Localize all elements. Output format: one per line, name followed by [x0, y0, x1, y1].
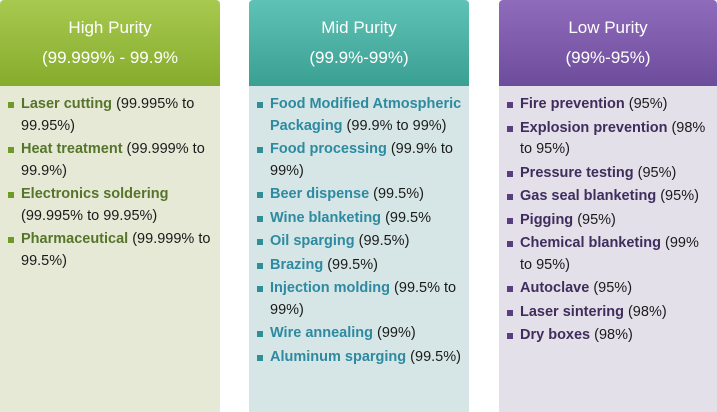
list-item: Pharmaceutical (99.999% to 99.5%): [7, 229, 214, 272]
purity-value: (99.9% to 99%): [270, 141, 453, 179]
purity-value: (95%): [573, 211, 616, 228]
purity-value: (98%): [590, 327, 633, 343]
application-name: Explosion prevention: [520, 119, 668, 136]
mid-purity-column: Mid Purity (99.9%-99%) Food Modified Atm…: [249, 0, 469, 412]
purity-value: (99.5% to 99%): [270, 280, 457, 318]
application-name: Injection molding: [270, 280, 391, 296]
column-range: (99.999% - 99.9%: [41, 48, 179, 67]
purity-value: (95%): [589, 280, 633, 296]
list-item: Pigging (95%): [506, 210, 711, 232]
list-item: Dry boxes (98%): [506, 325, 711, 347]
purity-value: (99.995% to 99.95%): [21, 96, 195, 134]
column-title: High Purity: [68, 18, 152, 37]
purity-value: (99.5%): [406, 348, 461, 365]
application-name: Pressure testing: [520, 164, 634, 181]
application-name: Autoclave: [520, 280, 590, 296]
list-item: Food processing (99.9% to 99%): [256, 139, 463, 182]
purity-value: (98%): [623, 303, 667, 320]
purity-value: (95%): [624, 96, 668, 112]
application-name: Laser sintering: [520, 303, 624, 320]
list-item: Fire prevention (95%): [506, 94, 711, 116]
application-name: Laser cutting: [21, 96, 113, 112]
purity-value: (99.5%): [354, 233, 410, 249]
column-title: Mid Purity: [321, 18, 397, 37]
list-item: Oil sparging (99.5%): [256, 231, 463, 253]
purity-value: (99.5%): [323, 256, 378, 273]
list-item: Brazing (99.5%): [256, 255, 463, 277]
application-name: Wine blanketing: [270, 209, 382, 226]
low-purity-header: Low Purity (99%-95%): [499, 0, 717, 86]
list-item: Explosion prevention (98% to 95%): [506, 118, 711, 161]
application-name: Wire annealing: [270, 325, 374, 341]
purity-value: (99.5%: [381, 209, 432, 226]
list-item: Pressure testing (95%): [506, 163, 711, 185]
purity-value: (95%): [633, 164, 677, 181]
high-purity-header: High Purity (99.999% - 99.9%: [0, 0, 220, 86]
high-purity-list-panel: Laser cutting (99.995% to 99.95%) Heat tr…: [0, 86, 220, 412]
application-list: Food Modified Atmospheric Packaging (99.…: [249, 86, 469, 368]
high-purity-column: High Purity (99.999% - 99.9% Laser cutti…: [0, 0, 220, 412]
purity-value: (99% to 95%): [520, 235, 699, 273]
application-name: Dry boxes: [520, 327, 591, 343]
application-name: Fire prevention: [520, 96, 625, 112]
purity-value: (99.9% to 99%): [342, 117, 447, 134]
column-range: (99.9%-99%): [309, 48, 409, 67]
application-name: Aluminum sparging: [270, 348, 407, 365]
application-list: Laser cutting (99.995% to 99.95%) Heat tr…: [0, 86, 220, 272]
purity-value: (98% to 95%): [520, 119, 706, 158]
application-name: Brazing: [270, 256, 324, 273]
application-name: Oil sparging: [270, 233, 355, 249]
list-item: Aluminum sparging (99.5%): [256, 347, 463, 369]
application-name: Food Modified Atmospheric Packaging: [270, 96, 462, 134]
purity-value: (99%): [373, 325, 416, 341]
application-name: Gas seal blanketing: [520, 188, 657, 204]
list-item: Electronics soldering (99.995% to 99.95%…: [7, 184, 214, 227]
low-purity-column: Low Purity (99%-95%) Fire prevention (95…: [499, 0, 717, 412]
list-item: Wire annealing (99%): [256, 323, 463, 345]
purity-value: (99.5%): [369, 186, 424, 202]
list-item: Beer dispense (99.5%): [256, 184, 463, 206]
column-title: Low Purity: [568, 18, 648, 37]
purity-value: (99.995% to 99.95%): [21, 207, 158, 224]
application-name: Pigging: [520, 211, 574, 228]
list-item: Autoclave (95%): [506, 278, 711, 300]
mid-purity-header: Mid Purity (99.9%-99%): [249, 0, 469, 86]
list-item: Laser sintering (98%): [506, 302, 711, 324]
purity-value: (99.999% to 99.5%): [21, 231, 211, 269]
application-name: Beer dispense: [270, 186, 370, 202]
purity-value: (99.999% to 99.9%): [21, 141, 205, 179]
application-name: Pharmaceutical: [21, 231, 129, 247]
list-item: Chemical blanketing (99% to 95%): [506, 233, 711, 276]
mid-purity-list-panel: Food Modified Atmospheric Packaging (99.…: [249, 86, 469, 412]
list-item: Laser cutting (99.995% to 99.95%): [7, 94, 214, 137]
column-range: (99%-95%): [565, 48, 651, 67]
application-list: Fire prevention (95%) Explosion preventio…: [499, 86, 717, 347]
application-name: Heat treatment: [21, 141, 123, 157]
application-name: Electronics soldering: [21, 186, 169, 202]
low-purity-list-panel: Fire prevention (95%) Explosion preventio…: [499, 86, 717, 412]
list-item: Heat treatment (99.999% to 99.9%): [7, 139, 214, 182]
purity-value: (95%): [656, 188, 699, 204]
list-item: Food Modified Atmospheric Packaging (99.…: [256, 94, 463, 137]
application-name: Chemical blanketing: [520, 235, 662, 251]
list-item: Wine blanketing (99.5%: [256, 208, 463, 230]
list-item: Gas seal blanketing (95%): [506, 186, 711, 208]
application-name: Food processing: [270, 141, 387, 157]
list-item: Injection molding (99.5% to 99%): [256, 278, 463, 321]
